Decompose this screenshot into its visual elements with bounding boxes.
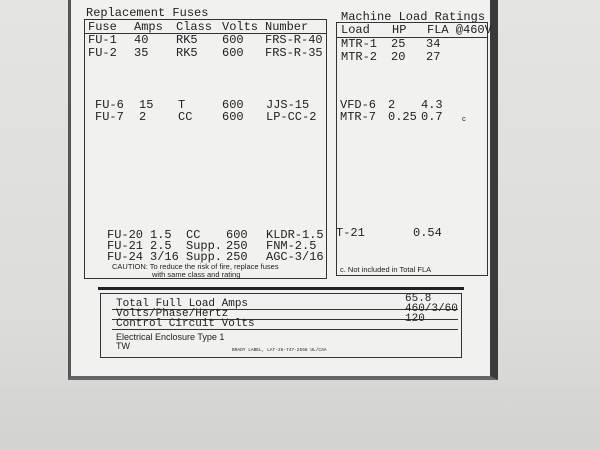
summary-row-rule [112, 329, 458, 330]
load-cell: 20 [391, 50, 406, 64]
fuse-cell: FRS-R-40 [265, 33, 323, 47]
load-cell: 0.25 [388, 110, 417, 124]
fuse-cell: CC [186, 228, 201, 242]
load-cell: MTR-2 [341, 50, 378, 64]
caution-text: CAUTION: To reduce the risk of fire, rep… [112, 262, 279, 271]
summary-box [100, 293, 462, 358]
load-header: Load [341, 23, 370, 37]
fuse-cell: JJS-15 [266, 98, 310, 112]
equipment-label [68, 0, 498, 380]
load-cell: 34 [426, 37, 441, 51]
fuse-cell: 1.5 [150, 228, 172, 242]
load-header: FLA @460V [427, 23, 492, 37]
fuse-cell: FU-2 [88, 46, 117, 60]
fuse-header: Class [176, 20, 213, 34]
fuse-cell: RK5 [176, 46, 198, 60]
fuse-cell: 3/16 [150, 250, 179, 264]
fuse-cell: Supp. [186, 239, 223, 253]
fuse-cell: FU-21 [107, 239, 144, 253]
loads-title: Machine Load Ratings [341, 10, 486, 24]
fuse-header: Number [265, 20, 309, 34]
fuse-cell: 40 [134, 33, 149, 47]
load-cell: 0.54 [413, 226, 442, 240]
load-header: HP [392, 23, 407, 37]
fuse-cell: 600 [222, 98, 244, 112]
fuse-cell: LP-CC-2 [266, 110, 317, 124]
fuse-cell: 600 [222, 46, 244, 60]
fuse-cell: FU-24 [107, 250, 144, 264]
summary-divider [98, 287, 464, 290]
fuse-header: Amps [134, 20, 163, 34]
load-cell: MTR-1 [341, 37, 378, 51]
fuse-cell: 250 [226, 250, 248, 264]
load-cell: c [462, 114, 466, 123]
fuse-cell: Supp. [186, 250, 223, 264]
load-cell: VFD-6 [340, 98, 377, 112]
summary-value: 65.8 [405, 293, 432, 305]
fuse-cell: FNM-2.5 [266, 239, 317, 253]
load-cell: 2 [388, 98, 396, 112]
fuse-cell: 35 [134, 46, 149, 60]
fuse-cell: FU-20 [107, 228, 144, 242]
load-cell: T-21 [336, 226, 365, 240]
tw-text: TW [116, 341, 130, 351]
load-cell: 25 [391, 37, 406, 51]
load-cell: 0.7 [421, 110, 443, 124]
fuse-cell: 15 [139, 98, 154, 112]
fuse-cell: KLDR-1.5 [266, 228, 324, 242]
enclosure-type: Electrical Enclosure Type 1 [116, 332, 225, 342]
summary-label: Total Full Load Amps [116, 298, 249, 310]
summary-row-rule [112, 319, 458, 320]
fuse-cell: FU-6 [95, 98, 124, 112]
fuse-cell: 600 [222, 33, 244, 47]
fuse-cell: AGC-3/16 [266, 250, 324, 264]
fuse-cell: 600 [226, 228, 248, 242]
summary-value: 120 [405, 313, 425, 325]
summary-value: 460/3/60 [405, 303, 458, 315]
fuse-cell: 2.5 [150, 239, 172, 253]
fuse-cell: 250 [226, 239, 248, 253]
fuses-header-divider [84, 33, 327, 34]
fuse-cell: FU-1 [88, 33, 117, 47]
load-cell: MTR-7 [340, 110, 377, 124]
fuse-cell: FRS-R-35 [265, 46, 323, 60]
load-cell: 27 [426, 50, 441, 64]
label-footer: BRADY LABEL, LAT-26-747-2558 UL/CSA [232, 348, 327, 353]
fuse-header: Volts [222, 20, 259, 34]
summary-label: Volts/Phase/Hertz [116, 308, 229, 320]
fuse-header: Fuse [88, 20, 117, 34]
fuse-cell: CC [178, 110, 193, 124]
fuse-cell: RK5 [176, 33, 198, 47]
summary-row-rule [112, 309, 458, 310]
fuse-cell: 600 [222, 110, 244, 124]
fuse-cell: FU-7 [95, 110, 124, 124]
fuses-table [84, 19, 327, 279]
caution-text-2: with same class and rating [152, 270, 241, 279]
fuse-cell: T [178, 98, 186, 112]
fuses-title: Replacement Fuses [86, 6, 209, 20]
load-note: c. Not included in Total FLA [340, 265, 432, 274]
loads-header-divider [336, 37, 488, 38]
fuse-cell: 2 [139, 110, 147, 124]
summary-label: Control Circuit Volts [116, 318, 255, 330]
loads-table [336, 22, 488, 276]
load-cell: 4.3 [421, 98, 443, 112]
